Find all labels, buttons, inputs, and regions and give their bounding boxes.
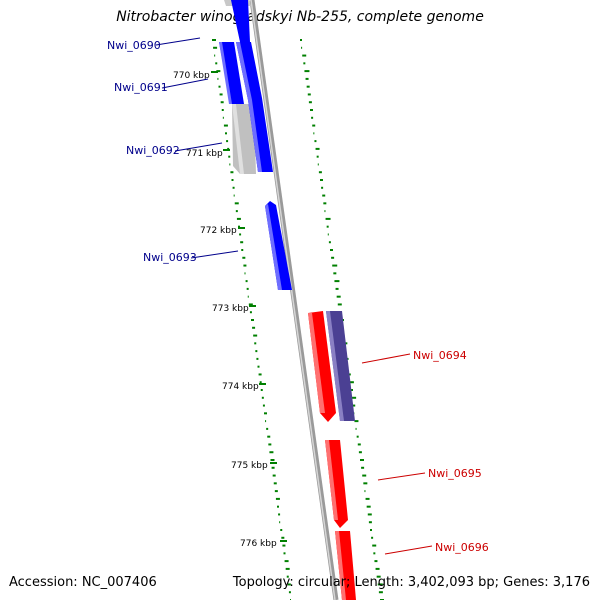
tick-label-776: 776 kbp xyxy=(240,539,277,549)
genome-summary: Topology: circular; Length: 3,402,093 bp… xyxy=(232,575,590,590)
tick-label-775: 775 kbp xyxy=(231,461,268,471)
feature-purple-hi xyxy=(326,311,344,421)
gene-labels: Nwi_0690 Nwi_0691 Nwi_0692 Nwi_0693 Nwi_… xyxy=(107,39,489,554)
gene-nwi-0691 xyxy=(219,42,244,104)
gene-features xyxy=(219,0,356,600)
map-title: Nitrobacter winogradskyi Nb-255, complet… xyxy=(116,9,484,25)
gene-label-nwi-0690[interactable]: Nwi_0690 xyxy=(107,39,161,52)
accession-label: Accession: NC_007406 xyxy=(9,575,157,590)
gene-label-nwi-0692[interactable]: Nwi_0692 xyxy=(126,144,180,157)
gc-content-tracks xyxy=(212,39,384,600)
genome-backbone xyxy=(249,0,339,600)
gene-nwi-0696-hi xyxy=(335,531,346,600)
gene-label-nwi-0693[interactable]: Nwi_0693 xyxy=(143,251,197,264)
tick-label-774: 774 kbp xyxy=(222,382,259,392)
feature-grey-0692-hi xyxy=(232,104,244,174)
gene-nwi-0693-hi xyxy=(265,204,282,290)
gene-nwi-0694-hi xyxy=(308,313,325,413)
tick-label-770: 770 kbp xyxy=(173,71,210,81)
gene-nwi-0693 xyxy=(265,201,292,290)
gene-label-nwi-0694[interactable]: Nwi_0694 xyxy=(413,349,467,362)
tick-label-772: 772 kbp xyxy=(200,226,237,236)
tick-label-771: 771 kbp xyxy=(186,149,223,159)
gene-nwi-0691-hi xyxy=(219,42,232,104)
gene-label-nwi-0691[interactable]: Nwi_0691 xyxy=(114,81,168,94)
gene-label-nwi-0695[interactable]: Nwi_0695 xyxy=(428,467,482,480)
scale-ticks: 770 kbp 771 kbp 772 kbp 773 kbp 774 kbp … xyxy=(173,71,287,549)
label-leaders xyxy=(155,37,433,555)
tick-label-773: 773 kbp xyxy=(212,304,249,314)
gene-nwi-0690 xyxy=(231,0,250,42)
gene-nwi-0692-hi xyxy=(236,42,262,172)
gene-nwi-0695-hi xyxy=(325,440,338,520)
gene-label-nwi-0696[interactable]: Nwi_0696 xyxy=(435,541,489,554)
